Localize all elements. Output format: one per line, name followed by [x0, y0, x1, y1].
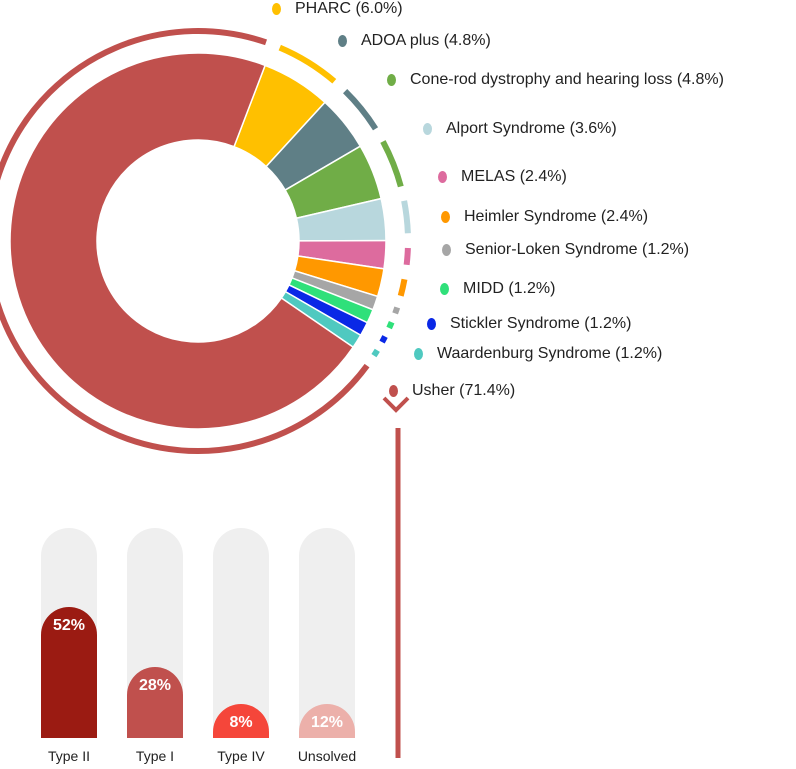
legend-marker	[440, 283, 449, 295]
legend-label: PHARC (6.0%)	[295, 0, 403, 17]
outer-arc-usher	[0, 28, 370, 454]
bar-value-label: 52%	[52, 616, 86, 634]
legend-label: Alport Syndrome (3.6%)	[446, 120, 617, 137]
legend-item-senior-loken-syndrome: Senior-Loken Syndrome (1.2%)	[442, 241, 689, 259]
legend-label: Waardenburg Syndrome (1.2%)	[437, 345, 663, 362]
donut-slices	[9, 52, 387, 430]
legend-item-usher: Usher (71.4%)	[389, 382, 515, 400]
legend-label: Usher (71.4%)	[412, 382, 516, 399]
legend-marker	[427, 318, 436, 330]
legend-marker	[387, 74, 396, 86]
outer-arc-cone-rod-dystrophy-and-hearing-loss	[380, 140, 404, 188]
legend-item-adoa-plus: ADOA plus (4.8%)	[338, 32, 491, 50]
outer-arc-waardenburg-syndrome	[371, 348, 380, 358]
bar-value-label: 8%	[229, 714, 253, 731]
legend-item-heimler-syndrome: Heimler Syndrome (2.4%)	[441, 208, 648, 226]
legend-marker	[389, 385, 398, 397]
legend-item-melas: MELAS (2.4%)	[438, 168, 567, 186]
bar-category-label: Type II	[47, 748, 91, 764]
outer-arc-pharc	[278, 44, 337, 84]
bar-type-i	[127, 667, 183, 738]
bar-track-type-i: 28%	[127, 528, 183, 738]
legend-item-stickler-syndrome: Stickler Syndrome (1.2%)	[427, 315, 631, 333]
legend-label: Stickler Syndrome (1.2%)	[450, 315, 632, 332]
legend-label: Heimler Syndrome (2.4%)	[464, 208, 649, 225]
legend-label: MELAS (2.4%)	[461, 168, 567, 185]
bar-category-label: Type IV	[217, 748, 265, 764]
legend-marker	[438, 171, 447, 183]
legend-item-cone-rod-dystrophy-and-hearing-loss: Cone-rod dystrophy and hearing loss (4.8…	[387, 71, 724, 89]
bar-track-unsolved: 12%	[299, 528, 355, 738]
outer-arc-senior-loken-syndrome	[392, 306, 401, 315]
outer-arc-stickler-syndrome	[379, 335, 388, 344]
outer-arc-heimler-syndrome	[397, 278, 408, 297]
bar-track-type-ii: 52%	[41, 528, 97, 738]
legend-item-alport-syndrome: Alport Syndrome (3.6%)	[423, 120, 617, 138]
legend-marker	[423, 123, 432, 135]
legend-label: Senior-Loken Syndrome (1.2%)	[465, 241, 690, 258]
legend-marker	[414, 348, 423, 360]
bar-category-label: Unsolved	[297, 748, 357, 764]
outer-arc-ring	[0, 28, 411, 454]
legend-item-pharc: PHARC (6.0%)	[272, 0, 403, 18]
outer-arc-melas	[403, 247, 411, 266]
legend-marker	[441, 211, 450, 223]
bar-type-ii	[41, 606, 97, 738]
donut-slice-usher	[9, 52, 355, 430]
bar-track-type-iv: 8%	[213, 528, 269, 738]
bar-category-label: Type I	[135, 748, 175, 764]
outer-arc-midd	[386, 321, 395, 330]
bar-value-label: 28%	[138, 677, 172, 695]
legend-marker	[338, 35, 347, 47]
legend-label: MIDD (1.2%)	[463, 280, 556, 297]
legend-label: ADOA plus (4.8%)	[361, 32, 491, 49]
outer-arc-alport-syndrome	[401, 200, 411, 234]
legend-marker	[272, 3, 281, 15]
outer-arc-adoa-plus	[343, 89, 379, 131]
legend-marker	[442, 244, 451, 256]
chevron-down-icon	[382, 396, 410, 413]
bar-value-label: 12%	[310, 714, 344, 731]
legend-item-midd: MIDD (1.2%)	[440, 280, 555, 298]
legend-item-waardenburg-syndrome: Waardenburg Syndrome (1.2%)	[414, 345, 662, 363]
legend-label: Cone-rod dystrophy and hearing loss (4.8…	[410, 71, 724, 88]
